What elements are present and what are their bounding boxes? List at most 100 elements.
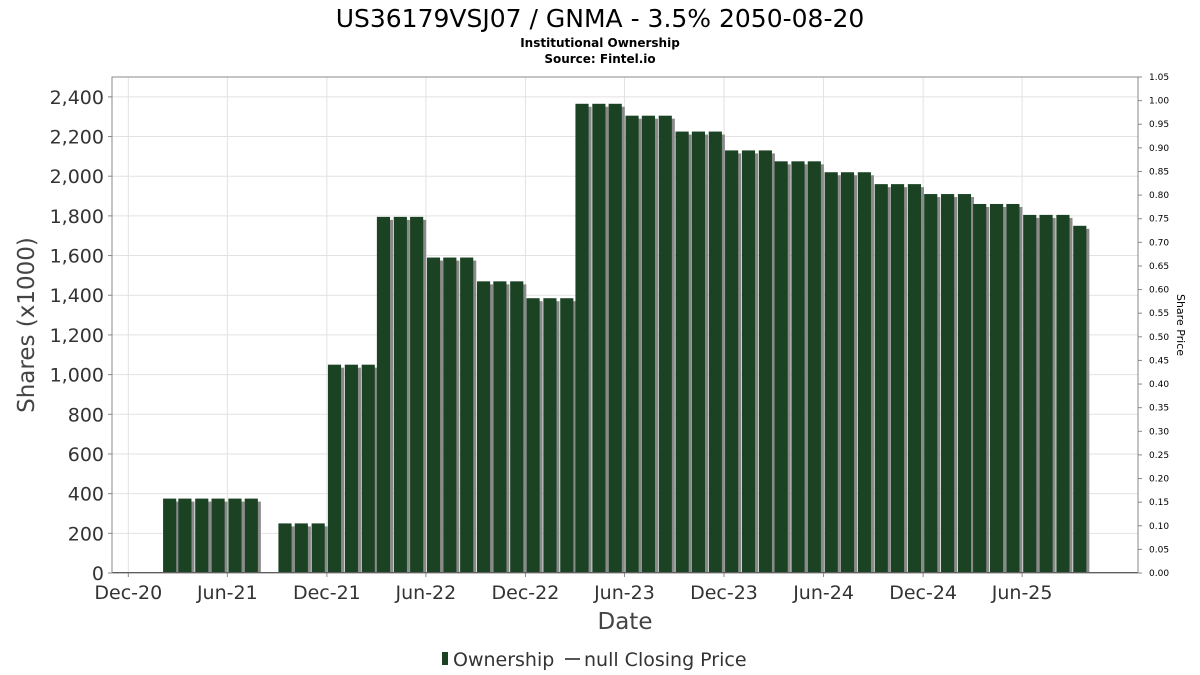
ownership-bar [410,216,424,573]
ownership-bar [957,194,972,573]
ownership-bar [758,150,772,573]
y2-tick-label: 0.80 [1149,191,1169,201]
y-tick-label: 1,000 [50,365,104,387]
ownership-bar [1073,225,1087,574]
ownership-bar [543,298,557,573]
x-tick-label: Dec-23 [690,582,758,604]
ownership-bar [344,364,358,573]
y2-axis-ticks: 0.00 0.05 0.10 0.15 0.20 0.25 0.30 0.35 0.40 0.45… [1138,73,1169,579]
plot-frame [111,76,1139,574]
ownership-bar [278,523,292,573]
y-tick-label: 2,200 [50,127,104,149]
x-tick-label: Jun-24 [792,582,854,604]
y2-tick-label: 1.05 [1149,73,1169,83]
x-tick-label: Dec-20 [94,582,162,604]
chart-subtitle-line-2: Source: Fintel.io [544,52,655,66]
ownership-bar [443,257,457,573]
y2-tick-label: 0.60 [1149,286,1169,296]
y-tick-label: 200 [68,523,104,545]
x-axis-label: Date [598,609,653,635]
ownership-bar [211,498,225,573]
ownership-bar [1039,214,1053,573]
y2-tick-label: 0.55 [1149,309,1169,319]
ownership-bar [575,103,589,573]
y2-tick-label: 0.35 [1149,404,1169,414]
ownership-bar [989,203,1004,573]
ownership-bar [460,257,474,573]
ownership-bar [658,115,672,574]
y2-tick-label: 0.40 [1149,380,1169,390]
legend: Ownership null Closing Price [442,649,747,671]
y-tick-label: 2,000 [50,166,104,188]
ownership-bar [493,281,507,573]
y2-tick-label: 0.10 [1149,522,1169,532]
y-tick-label: 600 [68,444,104,466]
ownership-bar [608,103,622,573]
ownership-bar [691,131,706,573]
ownership-bar [741,150,756,573]
ownership-bar [907,184,921,574]
ownership-bar [327,364,342,573]
y2-tick-label: 0.90 [1149,144,1169,154]
y2-axis-label: Share Price [1174,294,1187,356]
y-axis-label: Shares (x1000) [14,237,40,413]
ownership-bar [311,523,325,573]
ownership-bar [824,172,838,573]
y2-tick-label: 0.25 [1149,451,1169,461]
x-tick-label: Jun-22 [395,582,457,604]
bars-group [112,103,1138,574]
ownership-bar [874,184,888,574]
x-tick-label: Jun-21 [196,582,258,604]
y2-tick-label: 0.30 [1149,427,1169,437]
ownership-bar [973,203,987,573]
x-tick-label: Dec-21 [293,582,361,604]
ownership-bar [924,194,938,573]
ownership-bar [1056,214,1070,573]
y-tick-label: 1,400 [50,285,104,307]
legend-price-label: null Closing Price [584,649,747,671]
ownership-bar [195,498,209,573]
y2-tick-label: 0.70 [1149,238,1169,248]
ownership-bar [510,281,524,573]
ownership-bar [791,161,805,573]
y2-tick-label: 0.95 [1149,120,1169,130]
ownership-bar [426,257,441,573]
ownership-bar [228,498,242,573]
ownership-bar [857,172,871,573]
ownership-bar [244,498,258,573]
y2-tick-label: 0.75 [1149,215,1169,225]
legend-ownership-swatch [442,652,448,665]
ownership-bar [675,131,689,573]
ownership-bar [840,172,855,573]
y-tick-label: 0 [92,563,104,585]
y-tick-label: 800 [68,404,104,426]
ownership-bar [560,298,574,573]
y2-tick-label: 0.50 [1149,333,1169,343]
ownership-bar [361,364,375,573]
x-axis-ticks: Dec-20 Jun-21 Dec-21 Jun-22 Dec-22 Jun-23 Dec-… [94,573,1052,604]
y2-tick-label: 0.00 [1149,569,1169,579]
y2-tick-label: 0.05 [1149,545,1169,555]
x-tick-label: Jun-23 [593,582,655,604]
ownership-bar [526,298,540,573]
y-tick-label: 1,200 [50,325,104,347]
y2-tick-label: 0.85 [1149,167,1169,177]
ownership-bar [592,103,606,573]
chart-subtitle-line-1: Institutional Ownership [520,36,680,50]
chart-title: US36179VSJ07 / GNMA - 3.5% 2050-08-20 [336,4,865,33]
legend-ownership-label: Ownership [453,649,554,671]
y2-tick-label: 0.45 [1149,356,1169,366]
ownership-bar [178,498,192,573]
y2-tick-label: 1.00 [1149,97,1169,107]
ownership-bar [708,131,722,573]
ownership-bar [1023,214,1037,573]
x-tick-label: Dec-24 [889,582,957,604]
ownership-bar [476,281,491,573]
ownership-bar [625,115,639,574]
y-tick-label: 400 [68,484,104,506]
ownership-bar [807,161,821,573]
ownership-bar [890,184,905,574]
ownership-bar [725,150,739,573]
ownership-bar [393,216,407,573]
